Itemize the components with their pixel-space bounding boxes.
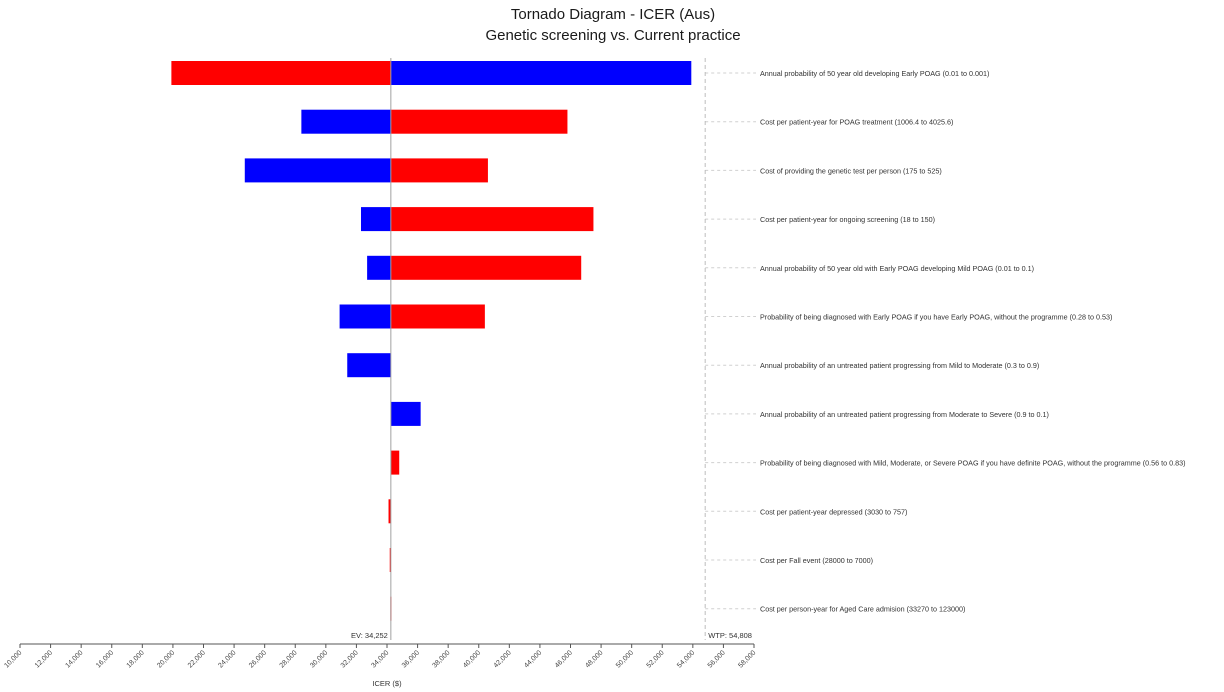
x-tick-label: 36,000 <box>401 649 421 669</box>
x-tick-label: 44,000 <box>523 649 543 669</box>
bar-left-segment <box>244 158 391 183</box>
bar-label: Annual probability of an untreated patie… <box>760 361 1039 370</box>
wtp-label: WTP: 54,808 <box>708 631 752 640</box>
x-tick-label: 46,000 <box>554 649 574 669</box>
x-tick-label: 32,000 <box>340 649 360 669</box>
x-tick-label: 40,000 <box>462 649 482 669</box>
bar-right-segment <box>390 158 488 183</box>
x-tick-label: 54,000 <box>676 649 696 669</box>
ev-label: EV: 34,252 <box>351 631 388 640</box>
bar-left-segment <box>339 304 391 329</box>
x-tick-label: 34,000 <box>370 649 390 669</box>
bar-left-segment <box>388 499 391 524</box>
bar-left-segment <box>347 353 391 378</box>
bar-label: Cost per person-year for Aged Care admis… <box>760 605 965 614</box>
x-tick-label: 56,000 <box>707 649 727 669</box>
bar-label: Annual probability of 50 year old with E… <box>760 264 1034 273</box>
x-tick-label: 38,000 <box>431 649 451 669</box>
x-tick-label: 20,000 <box>156 649 176 669</box>
x-tick-label: 58,000 <box>737 649 757 669</box>
x-tick-label: 18,000 <box>126 649 146 669</box>
bar-right-segment <box>390 304 485 329</box>
bar-right-segment <box>390 450 400 475</box>
x-tick-label: 50,000 <box>615 649 635 669</box>
chart-subtitle: Genetic screening vs. Current practice <box>485 27 741 44</box>
bar-label: Probability of being diagnosed with Earl… <box>760 313 1112 322</box>
x-tick-label: 22,000 <box>187 649 207 669</box>
bar-label: Annual probability of 50 year old develo… <box>760 69 989 78</box>
x-tick-label: 28,000 <box>279 649 299 669</box>
bar-left-segment <box>301 109 391 134</box>
bar-right-segment <box>390 401 421 426</box>
x-tick-label: 16,000 <box>95 649 115 669</box>
x-tick-label: 52,000 <box>646 649 666 669</box>
x-tick-label: 30,000 <box>309 649 329 669</box>
x-tick-label: 24,000 <box>217 649 237 669</box>
bar-left-segment <box>361 207 391 232</box>
bar-label: Cost per patient-year depressed (3030 to… <box>760 507 907 516</box>
x-tick-label: 42,000 <box>493 649 513 669</box>
bar-label: Cost per patient-year for POAG treatment… <box>760 118 953 127</box>
bar-label: Cost of providing the genetic test per p… <box>760 166 942 175</box>
x-tick-label: 12,000 <box>34 649 54 669</box>
bar-right-segment <box>390 109 568 134</box>
bar-label: Annual probability of an untreated patie… <box>760 410 1049 419</box>
bar-right-segment <box>390 207 594 232</box>
bar-left-segment <box>171 61 391 85</box>
bar-right-segment <box>390 61 692 85</box>
bar-label: Cost per patient-year for ongoing screen… <box>760 215 935 224</box>
x-tick-label: 48,000 <box>584 649 604 669</box>
bar-label: Cost per Fall event (28000 to 7000) <box>760 556 873 565</box>
x-tick-label: 14,000 <box>64 649 84 669</box>
bar-left-segment <box>389 548 391 572</box>
bar-right-segment <box>390 255 582 280</box>
bar-left-segment <box>367 255 391 280</box>
x-axis-label: ICER ($) <box>372 679 402 688</box>
bar-label: Probability of being diagnosed with Mild… <box>760 459 1185 468</box>
chart-title: Tornado Diagram - ICER (Aus) <box>510 6 716 23</box>
x-tick-label: 26,000 <box>248 649 268 669</box>
x-tick-label: 10,000 <box>3 649 23 669</box>
